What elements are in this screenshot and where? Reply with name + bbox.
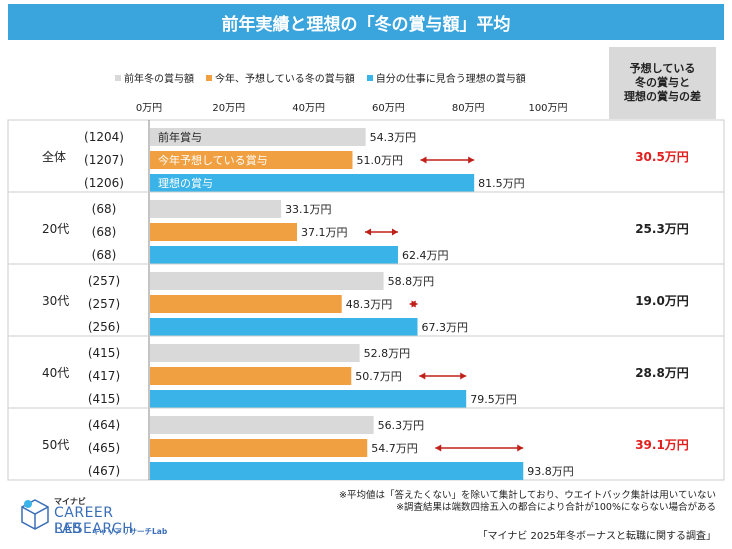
- diff-arrow-head-left: [419, 372, 426, 380]
- logo-cube-icon: [21, 499, 49, 530]
- logo-kana: キャリアリサーチLab: [92, 527, 168, 536]
- bar-value-label: 37.1万円: [301, 226, 348, 239]
- logo-lab: LAB: [54, 521, 82, 537]
- bar-value-label: 62.4万円: [402, 249, 449, 262]
- group-count: (415): [88, 392, 120, 406]
- group-count: (1204): [84, 130, 124, 144]
- bar: [150, 439, 368, 457]
- legend: 前年冬の賞与額 今年、予想している冬の賞与額 自分の仕事に見合う理想の賞与額: [115, 70, 526, 85]
- bar: [150, 272, 384, 290]
- group-label: 40代: [42, 366, 69, 380]
- bar-inner-label: 今年予想している賞与: [158, 153, 268, 167]
- chart-title: 前年実績と理想の「冬の賞与額」平均: [8, 4, 724, 40]
- diff-header: 予想している 冬の賞与と 理想の賞与の差: [609, 47, 716, 119]
- bar: [150, 367, 352, 385]
- logo: マイナビ CAREER RESEARCH LAB キャリアリサーチLab: [16, 494, 196, 537]
- bar: [150, 128, 366, 146]
- group-count: (1206): [84, 176, 124, 190]
- x-tick-label: 20万円: [212, 103, 245, 114]
- diff-value: 25.3万円: [635, 222, 689, 236]
- group-count: (465): [88, 441, 120, 455]
- bar: [150, 200, 282, 218]
- bar-value-label: 79.5万円: [470, 393, 516, 406]
- bar-value-label: 67.3万円: [422, 321, 469, 334]
- group-label: 20代: [42, 222, 69, 236]
- bar: [150, 344, 360, 362]
- group-count: (415): [88, 346, 120, 360]
- group-count: (417): [88, 369, 120, 383]
- bar: [150, 462, 524, 480]
- group-count: (464): [88, 418, 120, 432]
- diff-arrow-head-right: [460, 372, 467, 380]
- diff-value: 30.5万円: [635, 150, 689, 164]
- diff-arrow-head-right: [468, 156, 475, 164]
- group-label: 50代: [42, 438, 69, 452]
- diff-header-text: 予想している 冬の賞与と 理想の賞与の差: [624, 62, 701, 103]
- x-tick-label: 40万円: [292, 103, 325, 114]
- bar-inner-label: 理想の賞与: [158, 176, 213, 190]
- group-count: (257): [88, 297, 120, 311]
- bar: [150, 151, 353, 169]
- group-label: 全体: [42, 149, 66, 164]
- bar-value-label: 51.0万円: [356, 154, 403, 167]
- diff-arrow-head-left: [420, 156, 427, 164]
- bar: [150, 390, 467, 408]
- logo-brand: マイナビ: [54, 497, 86, 506]
- x-tick-label: 80万円: [452, 103, 485, 114]
- bar-value-label: 54.3万円: [370, 131, 417, 144]
- diff-arrow-head-left: [365, 228, 372, 236]
- bar: [150, 246, 398, 264]
- legend-label: 自分の仕事に見合う理想の賞与額: [375, 74, 526, 85]
- diff-arrow-head-right: [517, 444, 524, 452]
- bar-value-label: 48.3万円: [346, 298, 393, 311]
- legend-swatch: [366, 74, 373, 81]
- diff-value: 39.1万円: [635, 438, 689, 452]
- group-count: (1207): [84, 153, 124, 167]
- bar-value-label: 33.1万円: [285, 203, 332, 216]
- group-count: (467): [88, 464, 120, 478]
- note-1: ※平均値は「答えたくない」を除いて集計しており、ウエイトバック集計は用いていない: [339, 490, 716, 501]
- legend-item-last-year: 前年冬の賞与額: [115, 70, 194, 85]
- x-tick-label: 100万円: [528, 103, 567, 114]
- legend-item-expected: 今年、予想している冬の賞与額: [206, 70, 355, 85]
- bar: [150, 174, 475, 192]
- legend-item-ideal: 自分の仕事に見合う理想の賞与額: [366, 70, 526, 85]
- diff-value: 28.8万円: [635, 366, 689, 380]
- bar-value-label: 56.3万円: [378, 419, 425, 432]
- x-tick-label: 0万円: [136, 103, 162, 114]
- legend-swatch: [206, 74, 212, 81]
- bar-value-label: 58.8万円: [388, 275, 435, 288]
- bar-inner-label: 前年賞与: [158, 130, 202, 144]
- group-label: 30代: [42, 294, 69, 308]
- legend-label: 前年冬の賞与額: [124, 74, 194, 85]
- bar: [150, 318, 418, 336]
- bar-value-label: 93.8万円: [527, 465, 574, 478]
- x-tick-label: 60万円: [372, 103, 405, 114]
- diff-value: 19.0万円: [635, 294, 689, 308]
- bar: [150, 416, 374, 434]
- bar-value-label: 50.7万円: [355, 370, 402, 383]
- group-count: (256): [88, 320, 120, 334]
- group-count: (68): [92, 202, 117, 216]
- diff-arrow-head-right: [391, 228, 398, 236]
- legend-label: 今年、予想している冬の賞与額: [215, 74, 355, 85]
- bar-value-label: 81.5万円: [478, 177, 525, 190]
- bar: [150, 295, 342, 313]
- bar-value-label: 54.7万円: [371, 442, 418, 455]
- diff-arrow-head-left: [435, 444, 442, 452]
- diff-arrow-head-right: [411, 300, 418, 308]
- note-2: ※調査結果は端数四捨五入の都合により合計が100%にならない場合がある: [396, 502, 716, 513]
- bar: [150, 223, 298, 241]
- source-note: 「マイナビ 2025年冬ボーナスと転職に関する調査」: [477, 531, 716, 542]
- logo-title: CAREER RESEARCH: [54, 505, 134, 537]
- group-count: (68): [92, 248, 117, 262]
- group-count: (257): [88, 274, 120, 288]
- bar-value-label: 52.8万円: [364, 347, 411, 360]
- group-count: (68): [92, 225, 117, 239]
- legend-swatch: [115, 74, 121, 81]
